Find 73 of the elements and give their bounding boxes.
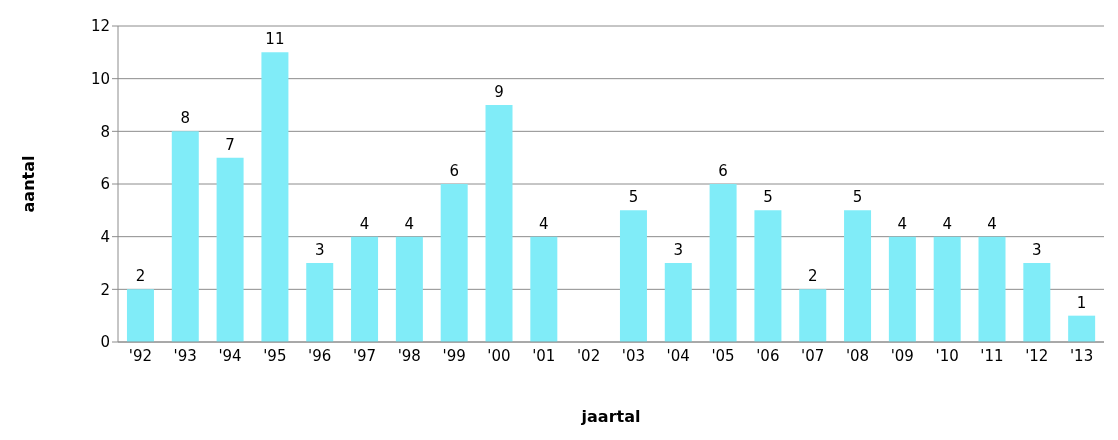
x-tick-label: '92 — [128, 346, 153, 365]
y-tick-label: 12 — [90, 17, 110, 36]
data-label: 11 — [265, 30, 285, 49]
x-tick-label: '07 — [801, 346, 825, 365]
x-tick-label: '10 — [935, 346, 959, 365]
y-tick-label: 8 — [100, 122, 110, 141]
data-label: 8 — [180, 109, 191, 128]
x-tick-label: '03 — [621, 346, 646, 365]
x-tick-label: '09 — [890, 346, 914, 365]
data-label: 3 — [1032, 241, 1042, 259]
data-label: 9 — [494, 83, 504, 101]
bar — [171, 131, 199, 342]
x-tick-label: '08 — [845, 346, 870, 365]
bar — [216, 157, 244, 342]
data-label: 4 — [404, 214, 415, 233]
bar — [709, 184, 737, 342]
bar — [664, 263, 692, 342]
y-tick-label: 0 — [100, 333, 110, 352]
x-tick-label: '93 — [173, 346, 197, 365]
data-label: 5 — [628, 188, 639, 207]
x-tick-label: '98 — [397, 346, 421, 365]
data-label: 3 — [673, 241, 684, 259]
data-label: 6 — [449, 162, 459, 180]
data-label: 4 — [942, 214, 952, 233]
data-label: 6 — [718, 162, 728, 180]
bar — [126, 289, 154, 342]
bar — [754, 210, 782, 342]
x-tick-label: '96 — [308, 346, 332, 365]
x-tick-label: '95 — [263, 346, 287, 365]
bar — [306, 263, 334, 342]
bar — [440, 184, 468, 342]
bar — [799, 289, 827, 342]
bar — [978, 236, 1006, 342]
x-tick-label: '05 — [711, 346, 735, 365]
data-label: 5 — [763, 188, 773, 207]
y-tick-label: 4 — [100, 227, 110, 246]
x-tick-label: '97 — [352, 346, 377, 365]
bar — [395, 236, 423, 342]
y-tick-label: 10 — [90, 69, 110, 88]
x-tick-label: '04 — [666, 346, 690, 365]
y-axis-title: aantal — [18, 155, 38, 213]
bar — [261, 52, 289, 342]
bar — [1023, 263, 1051, 342]
data-label: 2 — [807, 267, 818, 286]
x-tick-label: '13 — [1069, 346, 1094, 365]
bar — [530, 236, 558, 342]
bar — [1068, 315, 1096, 342]
x-tick-label: '00 — [487, 346, 511, 365]
data-label: 5 — [852, 188, 863, 207]
bar — [351, 236, 379, 342]
x-tick-label: '99 — [442, 346, 466, 365]
x-tick-label: '11 — [980, 346, 1004, 365]
bar — [619, 210, 647, 342]
data-label: 7 — [225, 135, 235, 154]
x-tick-label: '12 — [1025, 346, 1049, 365]
bar — [844, 210, 872, 342]
data-label: 3 — [314, 241, 325, 259]
data-label: 2 — [135, 267, 146, 286]
data-label: 4 — [359, 214, 370, 233]
bar — [888, 236, 916, 342]
x-axis-title: jaartal — [580, 407, 641, 426]
data-label: 1 — [1076, 293, 1087, 312]
data-label: 4 — [539, 214, 549, 233]
data-label: 4 — [987, 214, 997, 233]
x-tick-label: '94 — [218, 346, 242, 365]
x-tick-label: '01 — [532, 346, 556, 365]
bar — [933, 236, 961, 342]
bar — [485, 105, 513, 342]
data-label: 4 — [897, 214, 908, 233]
y-tick-label: 2 — [100, 280, 110, 299]
y-tick-label: 6 — [100, 175, 110, 194]
x-tick-label: '02 — [576, 346, 601, 365]
x-tick-label: '06 — [756, 346, 780, 365]
